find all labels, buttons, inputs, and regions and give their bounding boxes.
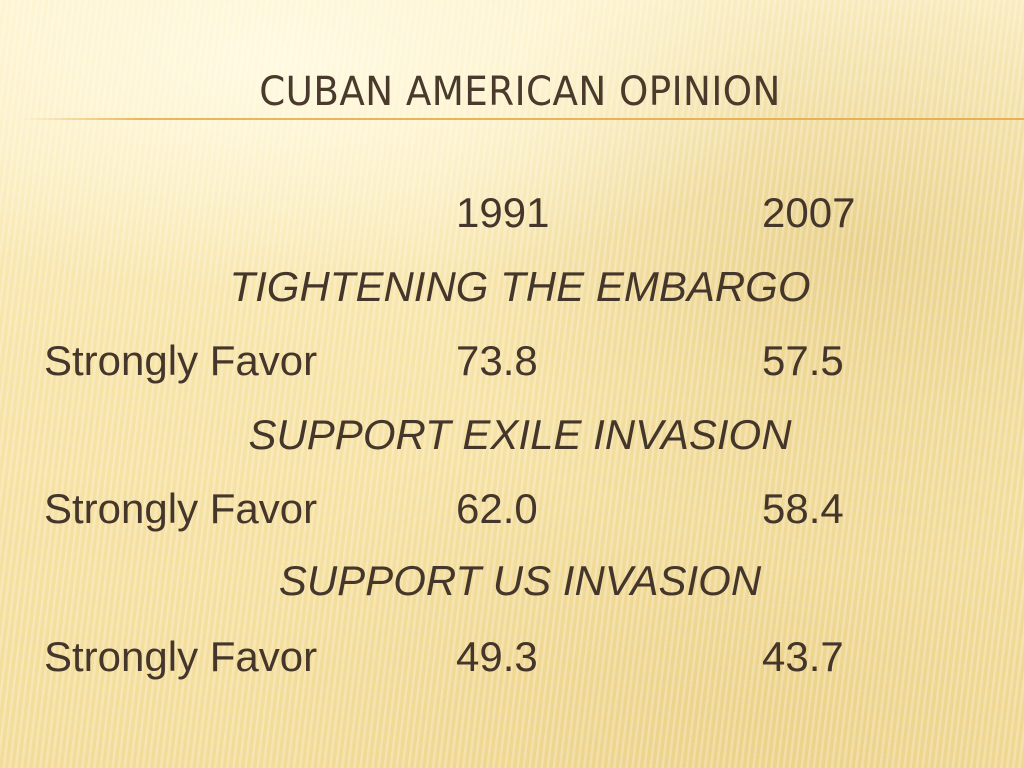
table-row: Strongly Favor 49.3 43.7 [0,632,1024,682]
row-label: Strongly Favor [44,485,318,532]
value-2007: 57.5 [762,337,844,384]
value-2007: 43.7 [762,633,844,680]
value-1991: 73.8 [456,337,538,384]
value-2007: 58.4 [762,485,844,532]
year-header-2007: 2007 [762,189,856,236]
table-row: Strongly Favor 62.0 58.4 [0,484,1024,534]
section-heading-us-invasion: SUPPORT US INVASION [278,557,762,604]
year-header-row: 1991 2007 [0,188,1024,238]
value-1991: 62.0 [456,485,538,532]
slide-title: CUBAN AMERICAN OPINION [259,69,781,115]
section-heading-embargo: TIGHTENING THE EMBARGO [229,263,811,310]
section-heading-exile-invasion: SUPPORT EXILE INVASION [248,411,792,458]
row-label: Strongly Favor [44,633,318,680]
row-label: Strongly Favor [44,337,318,384]
table-row: Strongly Favor 73.8 57.5 [0,336,1024,386]
year-header-1991: 1991 [456,189,550,236]
title-underline [20,118,1024,120]
value-1991: 49.3 [456,633,538,680]
